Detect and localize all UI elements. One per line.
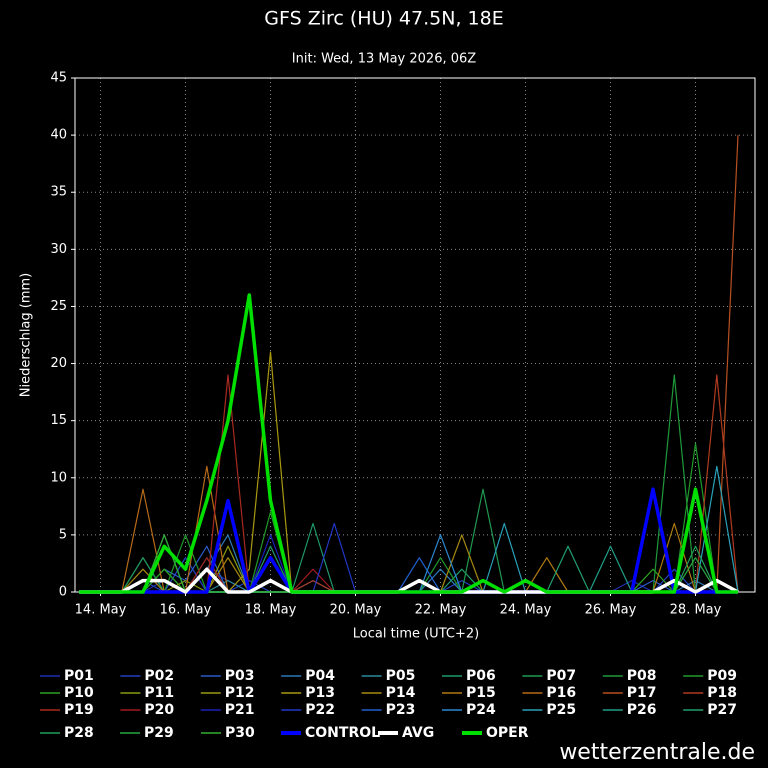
y-tick-label: 35: [50, 185, 67, 200]
chart-title: GFS Zirc (HU) 47.5N, 18E: [264, 8, 503, 30]
legend-label: OPER: [486, 725, 529, 741]
legend-label: CONTROL: [305, 725, 380, 741]
x-axis-label: Local time (UTC+2): [353, 627, 479, 642]
legend-label: P07: [546, 668, 576, 684]
y-tick-label: 15: [50, 413, 67, 428]
legend-label: P16: [546, 685, 576, 701]
chart-subtitle: Init: Wed, 13 May 2026, 06Z: [292, 52, 476, 67]
legend-label: P19: [64, 702, 94, 718]
series-line: [79, 293, 738, 594]
x-tick-label: 24. May: [500, 603, 552, 618]
y-tick-label: 0: [59, 585, 67, 600]
legend-label: P29: [144, 725, 174, 741]
y-axis-label: Niederschlag (mm): [19, 273, 34, 398]
y-tick-label: 25: [50, 299, 67, 314]
x-tick-label: 20. May: [330, 603, 382, 618]
legend-label: P21: [225, 702, 255, 718]
legend-label: P09: [707, 668, 737, 684]
legend-label: P30: [225, 725, 255, 741]
legend-label: P13: [305, 685, 335, 701]
legend-label: P15: [466, 685, 496, 701]
y-tick-label: 5: [59, 527, 67, 542]
y-tick-label: 40: [50, 128, 67, 143]
legend-label: P22: [305, 702, 335, 718]
y-tick-label: 30: [50, 242, 67, 257]
y-tick-label: 10: [50, 470, 67, 485]
y-tick-label: 45: [50, 71, 67, 86]
legend-label: P10: [64, 685, 94, 701]
legend-label: P20: [144, 702, 174, 718]
x-tick-label: 26. May: [585, 603, 637, 618]
legend-label: P28: [64, 725, 94, 741]
plot-frame: [74, 77, 756, 593]
legend-label: P14: [386, 685, 416, 701]
legend-label: P18: [707, 685, 737, 701]
legend-label: P05: [386, 668, 416, 684]
legend-label: P01: [64, 668, 94, 684]
legend-label: P08: [627, 668, 657, 684]
y-tick-label: 20: [50, 356, 67, 371]
x-tick-label: 22. May: [415, 603, 467, 618]
series-line: [79, 500, 738, 593]
legend-label: P03: [225, 668, 255, 684]
legend-label: P11: [144, 685, 174, 701]
legend-label: P23: [386, 702, 416, 718]
watermark: wetterzentrale.de: [559, 740, 755, 765]
legend-label: P02: [144, 668, 174, 684]
x-tick-label: 18. May: [245, 603, 297, 618]
legend-label: P12: [225, 685, 255, 701]
legend-label: P26: [627, 702, 657, 718]
legend-label: P27: [707, 702, 737, 718]
x-tick-label: 28. May: [670, 603, 722, 618]
legend-label: P25: [546, 702, 576, 718]
legend-label: P24: [466, 702, 496, 718]
legend-label: P17: [627, 685, 657, 701]
x-tick-label: 14. May: [75, 603, 127, 618]
legend-label: P04: [305, 668, 335, 684]
x-tick-label: 16. May: [160, 603, 212, 618]
legend-label: AVG: [402, 725, 434, 741]
legend-label: P06: [466, 668, 496, 684]
